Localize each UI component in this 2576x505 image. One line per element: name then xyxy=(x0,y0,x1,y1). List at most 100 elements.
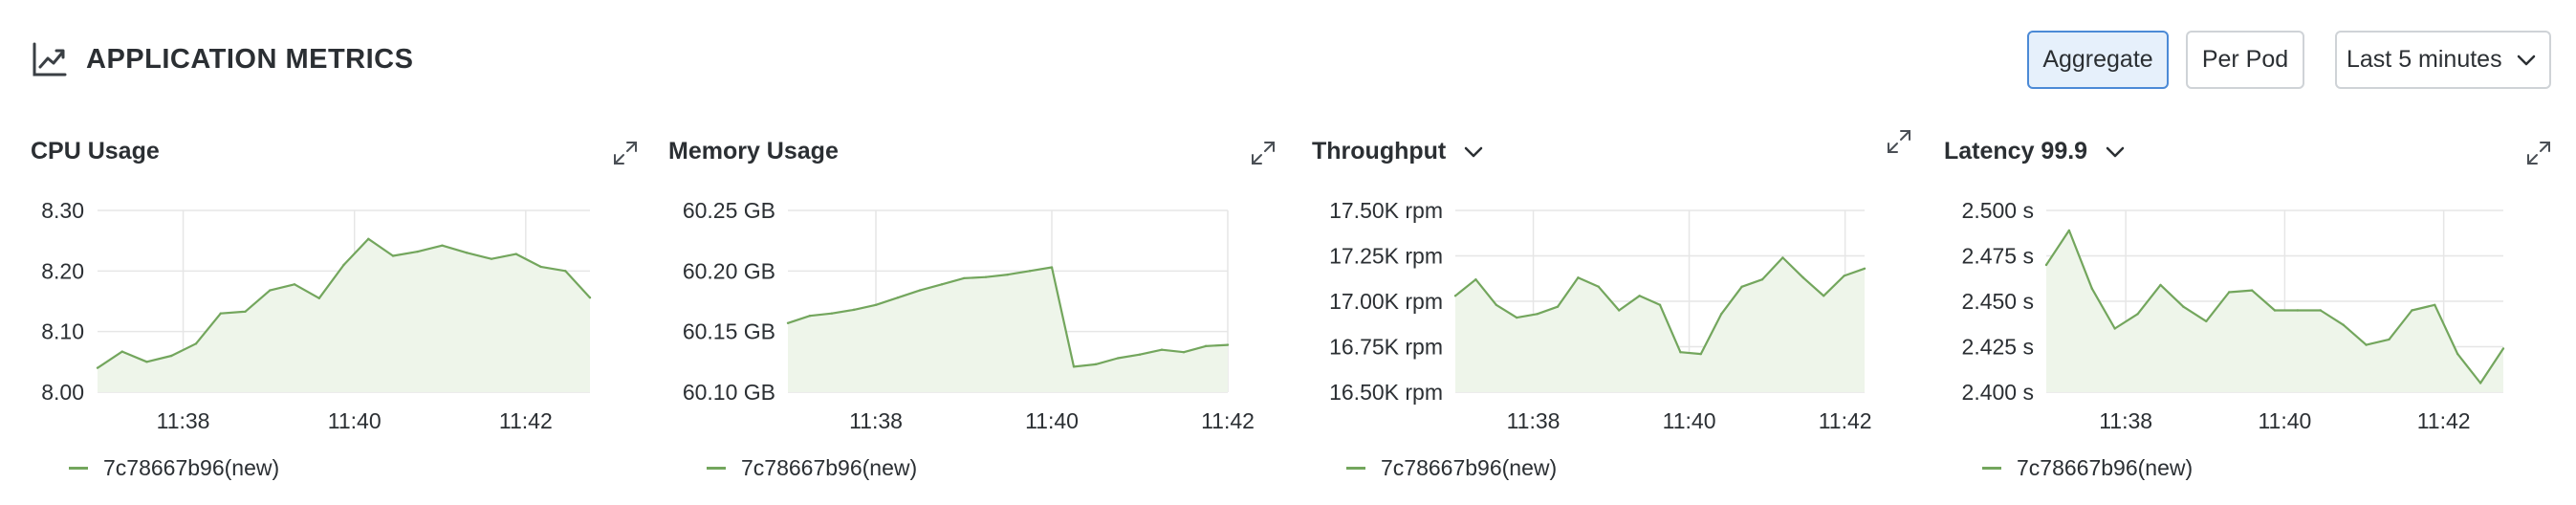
x-tick-label: 11:42 xyxy=(2417,408,2471,433)
latency-metric-select[interactable]: Latency 99.9 xyxy=(1944,138,2126,165)
x-tick-label: 11:40 xyxy=(328,408,382,433)
data-point xyxy=(1699,352,1702,356)
trend-chart-icon xyxy=(33,42,67,77)
data-point xyxy=(786,321,790,324)
y-tick-label: 8.20 xyxy=(41,258,84,283)
time-range-select[interactable]: Last 5 minutes xyxy=(2335,31,2551,89)
data-point xyxy=(317,296,320,300)
y-tick-label: 8.10 xyxy=(41,319,84,344)
chart-legend[interactable]: 7c78667b96(new) xyxy=(1346,455,1557,481)
panel-title: CPU Usage xyxy=(31,138,160,165)
data-point xyxy=(1781,256,1784,259)
panel-throughput: Throughput 16.50K rpm 16.75K rpm 17.00K rp… xyxy=(1312,124,1914,497)
data-point xyxy=(441,244,444,247)
data-point xyxy=(244,310,247,313)
panel-latency: Latency 99.9 2.400 s 2.425 s 2.450 s 2.475 … xyxy=(1944,124,2556,497)
chevron-down-icon xyxy=(2517,55,2535,65)
data-point xyxy=(1823,295,1825,297)
data-point xyxy=(2228,291,2231,294)
time-range-value: Last 5 minutes xyxy=(2347,46,2502,73)
data-point xyxy=(1740,285,1743,288)
data-point xyxy=(1072,365,1076,368)
x-tick-label: 11:40 xyxy=(1025,408,1079,433)
data-point xyxy=(1226,343,1230,346)
throughput-metric-select[interactable]: Throughput xyxy=(1312,138,1484,165)
y-tick-label: 60.10 GB xyxy=(683,380,775,405)
data-point xyxy=(1801,276,1804,279)
data-point xyxy=(564,270,567,273)
data-point xyxy=(1474,278,1477,281)
page-title: APPLICATION METRICS xyxy=(86,43,414,75)
expand-icon[interactable] xyxy=(2525,140,2552,166)
data-point xyxy=(1516,316,1518,319)
panel-title-text: Memory Usage xyxy=(668,138,839,165)
data-point xyxy=(2478,382,2482,384)
chevron-down-icon xyxy=(2105,145,2126,159)
data-point xyxy=(852,308,856,312)
legend-label: 7c78667b96(new) xyxy=(2017,455,2194,480)
data-point xyxy=(2273,309,2277,312)
panel-memory-usage: Memory Usage 60.10 GB 60.15 GB 60.20 GB 60.… xyxy=(668,124,1280,497)
data-point xyxy=(342,263,345,267)
data-point xyxy=(269,289,272,292)
data-point xyxy=(416,250,419,253)
data-point xyxy=(1863,267,1867,270)
data-point xyxy=(2501,347,2505,350)
y-tick-label: 2.475 s xyxy=(1962,244,2034,269)
data-point xyxy=(1006,273,1010,276)
legend-swatch xyxy=(1982,467,2001,470)
data-point xyxy=(1679,351,1682,354)
data-point xyxy=(194,342,198,345)
data-point xyxy=(2296,309,2300,312)
data-point xyxy=(1760,278,1764,281)
data-point xyxy=(2044,263,2048,267)
x-tick-label: 11:38 xyxy=(2099,408,2152,433)
data-point xyxy=(490,257,493,260)
chart-legend[interactable]: 7c78667b96(new) xyxy=(707,455,917,481)
data-point xyxy=(1495,303,1497,306)
data-point xyxy=(1138,353,1142,356)
chart-legend[interactable]: 7c78667b96(new) xyxy=(1982,455,2193,481)
data-point xyxy=(96,366,99,369)
data-point xyxy=(874,303,878,306)
y-tick-label: 60.20 GB xyxy=(683,258,775,283)
data-point xyxy=(1843,274,1845,277)
x-tick-label: 11:42 xyxy=(499,408,553,433)
data-point xyxy=(1204,344,1208,348)
y-tick-label: 8.30 xyxy=(41,198,84,223)
chevron-down-icon xyxy=(1463,145,1484,159)
y-tick-label: 60.15 GB xyxy=(683,319,775,344)
data-point xyxy=(391,254,395,257)
y-tick-label: 17.00K rpm xyxy=(1329,289,1443,314)
aggregate-button[interactable]: Aggregate xyxy=(2027,31,2169,89)
panel-title-text: Latency 99.9 xyxy=(1944,138,2088,165)
x-tick-label: 11:38 xyxy=(157,408,210,433)
data-point xyxy=(1618,309,1621,312)
data-point xyxy=(588,296,592,299)
y-tick-label: 60.25 GB xyxy=(683,198,775,223)
section-title: APPLICATION METRICS xyxy=(31,36,413,82)
data-point xyxy=(918,289,922,292)
latency-chart: 2.400 s 2.425 s 2.450 s 2.475 s 2.500 s 11:38… xyxy=(1962,198,2505,433)
per-pod-button[interactable]: Per Pod xyxy=(2186,31,2304,89)
data-point xyxy=(1453,295,1457,297)
data-point xyxy=(120,350,123,353)
x-tick-label: 11:42 xyxy=(1819,408,1872,433)
expand-icon[interactable] xyxy=(612,140,639,166)
data-point xyxy=(984,275,988,278)
expand-icon[interactable] xyxy=(1250,140,1277,166)
panel-title-text: CPU Usage xyxy=(31,138,160,165)
data-point xyxy=(367,237,370,240)
data-point xyxy=(145,361,148,363)
data-point xyxy=(896,296,900,299)
x-tick-label: 11:40 xyxy=(2258,408,2311,433)
legend-label: 7c78667b96(new) xyxy=(741,455,918,480)
data-point xyxy=(830,312,834,315)
data-point xyxy=(2434,303,2436,306)
series-area xyxy=(1455,257,1865,392)
expand-icon[interactable] xyxy=(1886,128,1912,155)
data-point xyxy=(2342,323,2345,326)
chart-legend[interactable]: 7c78667b96(new) xyxy=(69,455,279,481)
y-tick-label: 2.500 s xyxy=(1962,198,2034,223)
y-tick-label: 2.450 s xyxy=(1962,289,2034,314)
